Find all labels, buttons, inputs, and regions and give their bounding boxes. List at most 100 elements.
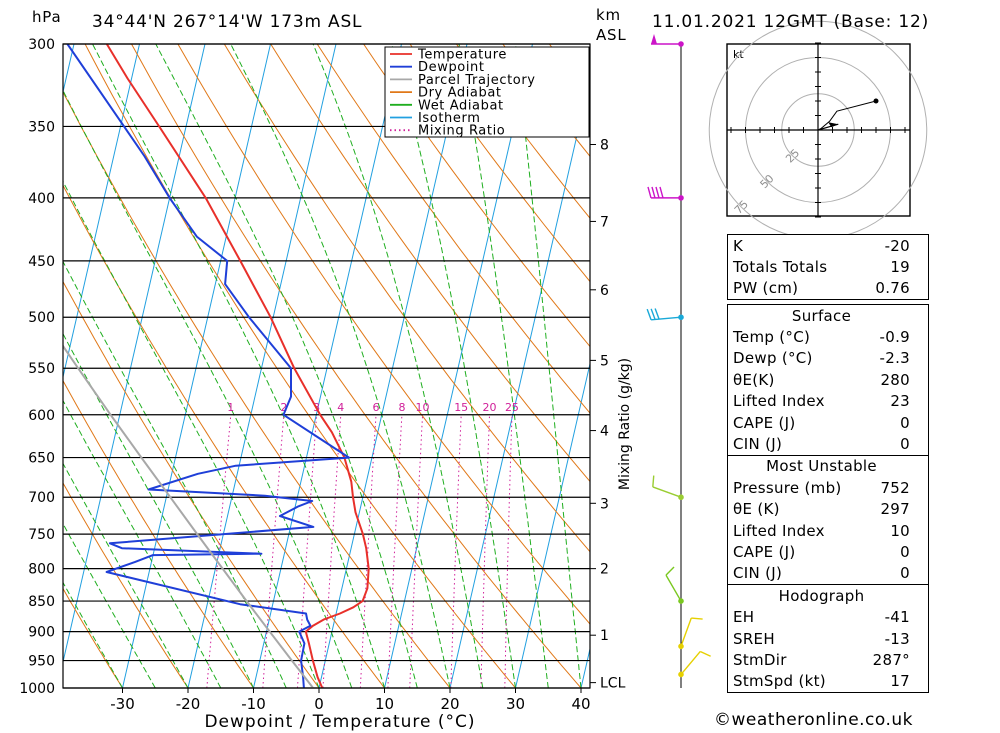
surface-row: Temp (°C) -0.9 bbox=[733, 328, 910, 347]
mixing-ratio-line bbox=[480, 414, 490, 688]
height-tick-label: LCL bbox=[600, 676, 626, 692]
wet-adiabat-line bbox=[63, 462, 189, 688]
datetime-title: 11.01.2021 12GMT (Base: 12) bbox=[652, 12, 930, 32]
mixing-ratio-label: 2 bbox=[280, 401, 287, 414]
hodograph-row: StmSpd (kt) 17 bbox=[733, 672, 910, 691]
most-unstable-row: Pressure (mb) 752 bbox=[733, 478, 910, 497]
wind-barb-staff bbox=[652, 486, 682, 498]
credit-link[interactable]: ©weatheronline.co.uk bbox=[714, 710, 914, 730]
wind-barb-flag bbox=[699, 650, 711, 657]
dry-adiabat-line bbox=[63, 587, 123, 688]
index-row-pw: PW (cm) 0.76 bbox=[733, 279, 910, 298]
mixing-ratio-line bbox=[359, 414, 377, 688]
profile-lines bbox=[63, 44, 370, 688]
wind-barb bbox=[678, 617, 703, 650]
wind-barb-flag bbox=[655, 186, 660, 199]
most-unstable-row: CIN (J) 0 bbox=[733, 564, 910, 583]
wet-adiabat-line bbox=[515, 44, 582, 688]
hodograph-storm-motion-line bbox=[817, 123, 839, 131]
wet-adiabat-line bbox=[63, 581, 123, 688]
location-title: 34°44'N 267°14'W 173m ASL bbox=[92, 12, 363, 32]
pressure-tick-label: 400 bbox=[28, 191, 55, 207]
axes: 3003504004505005506006507007508008509009… bbox=[19, 37, 633, 732]
x-axis-label: Dewpoint / Temperature (°C) bbox=[204, 712, 475, 732]
legend-entry: Mixing Ratio bbox=[418, 124, 505, 139]
isotherm-line bbox=[253, 44, 402, 688]
dry-adiabat-line bbox=[223, 44, 590, 553]
dry-adiabat-line bbox=[84, 44, 516, 688]
wind-barb-flag bbox=[650, 308, 656, 320]
wind-barb-flag bbox=[646, 308, 652, 321]
wind-barb-flag bbox=[647, 186, 652, 199]
wind-barb bbox=[665, 566, 684, 604]
mixing-ratio-label: 4 bbox=[337, 401, 344, 414]
wet-adiabat-line bbox=[63, 522, 156, 688]
wind-barb-column bbox=[646, 34, 711, 688]
series-parcel-trajectory-line bbox=[63, 344, 314, 688]
temperature-tick-label: -10 bbox=[241, 695, 266, 713]
index-row-totals: Totals Totals 19 bbox=[733, 258, 910, 277]
dry-adiabat-line bbox=[409, 44, 590, 283]
temperature-tick-label: 20 bbox=[440, 695, 459, 713]
mixing-ratio-line bbox=[262, 414, 285, 688]
height-tick-label: 5 bbox=[600, 353, 609, 369]
mixing-ratio-label: 8 bbox=[398, 401, 405, 414]
most-unstable-section: Most Unstable Pressure (mb) 752 θE (K) 297… bbox=[728, 454, 928, 584]
surface-row: CAPE (J) 0 bbox=[733, 413, 910, 432]
temperature-tick-label: 0 bbox=[314, 695, 324, 713]
most-unstable-title: Most Unstable bbox=[766, 457, 877, 476]
wind-barb bbox=[652, 475, 684, 501]
legend-box bbox=[384, 46, 590, 138]
wind-barb-staff bbox=[680, 617, 692, 647]
mixing-ratio-labels: 1 2 3 4 6 8 10 15 20 25 bbox=[227, 401, 519, 414]
surface-title: Surface bbox=[791, 306, 852, 325]
wind-barb-flag bbox=[691, 617, 703, 620]
isotherm-line bbox=[318, 44, 468, 688]
pressure-tick-label: 1000 bbox=[19, 681, 55, 697]
wind-barb-staff bbox=[665, 574, 682, 602]
height-unit-label: km bbox=[596, 6, 621, 24]
mixing-ratio-line bbox=[504, 414, 513, 688]
dry-adiabat-line bbox=[316, 44, 590, 414]
pressure-tick-label: 800 bbox=[28, 562, 55, 578]
temperature-tick-label: 40 bbox=[571, 695, 590, 713]
pressure-tick-label: 350 bbox=[28, 119, 55, 135]
wet-adiabat-line bbox=[312, 44, 484, 688]
isotherm-line bbox=[449, 76, 590, 688]
wet-adiabat-line bbox=[458, 44, 549, 688]
dry-adiabat-line bbox=[131, 44, 582, 688]
most-unstable-row: Lifted Index 10 bbox=[733, 521, 910, 540]
isotherm-line bbox=[0, 44, 9, 688]
height-tick-label: 7 bbox=[600, 214, 609, 230]
height-tick-label: 6 bbox=[600, 283, 609, 299]
isotherm-line bbox=[122, 44, 271, 688]
wind-barb-flag bbox=[652, 475, 655, 488]
hodograph-title: Hodograph bbox=[778, 586, 865, 605]
height-ref-label: ASL bbox=[596, 26, 627, 44]
pressure-tick-label: 900 bbox=[28, 625, 55, 641]
wet-adiabat-line bbox=[63, 260, 287, 688]
wind-barb-flag bbox=[654, 308, 660, 320]
pressure-tick-label: 600 bbox=[28, 408, 55, 424]
mixing-ratio-label: 15 bbox=[454, 401, 468, 414]
wind-barb-staff bbox=[651, 316, 682, 321]
mixing-ratio-line bbox=[409, 414, 424, 688]
surface-row: CIN (J) 0 bbox=[733, 435, 910, 454]
pressure-tick-label: 300 bbox=[28, 37, 55, 53]
series-dewpoint-line bbox=[66, 44, 350, 688]
wind-barb-flag bbox=[651, 186, 656, 199]
wind-barb bbox=[647, 186, 684, 201]
index-row-k: K -20 bbox=[733, 236, 910, 255]
pressure-tick-label: 500 bbox=[28, 310, 55, 326]
wind-barb-flag bbox=[665, 566, 675, 576]
height-tick-label: 4 bbox=[600, 424, 609, 440]
dry-adiabat-line bbox=[63, 482, 189, 688]
dry-adiabat-line bbox=[363, 44, 590, 348]
wet-adiabat-line bbox=[155, 44, 418, 688]
pressure-tick-label: 700 bbox=[28, 490, 55, 506]
most-unstable-row: θE (K) 297 bbox=[733, 500, 910, 519]
height-tick-label: 1 bbox=[600, 628, 609, 644]
wet-adiabat-line bbox=[391, 44, 516, 688]
mixing-ratio-axis-label: Mixing Ratio (g/kg) bbox=[617, 358, 633, 490]
